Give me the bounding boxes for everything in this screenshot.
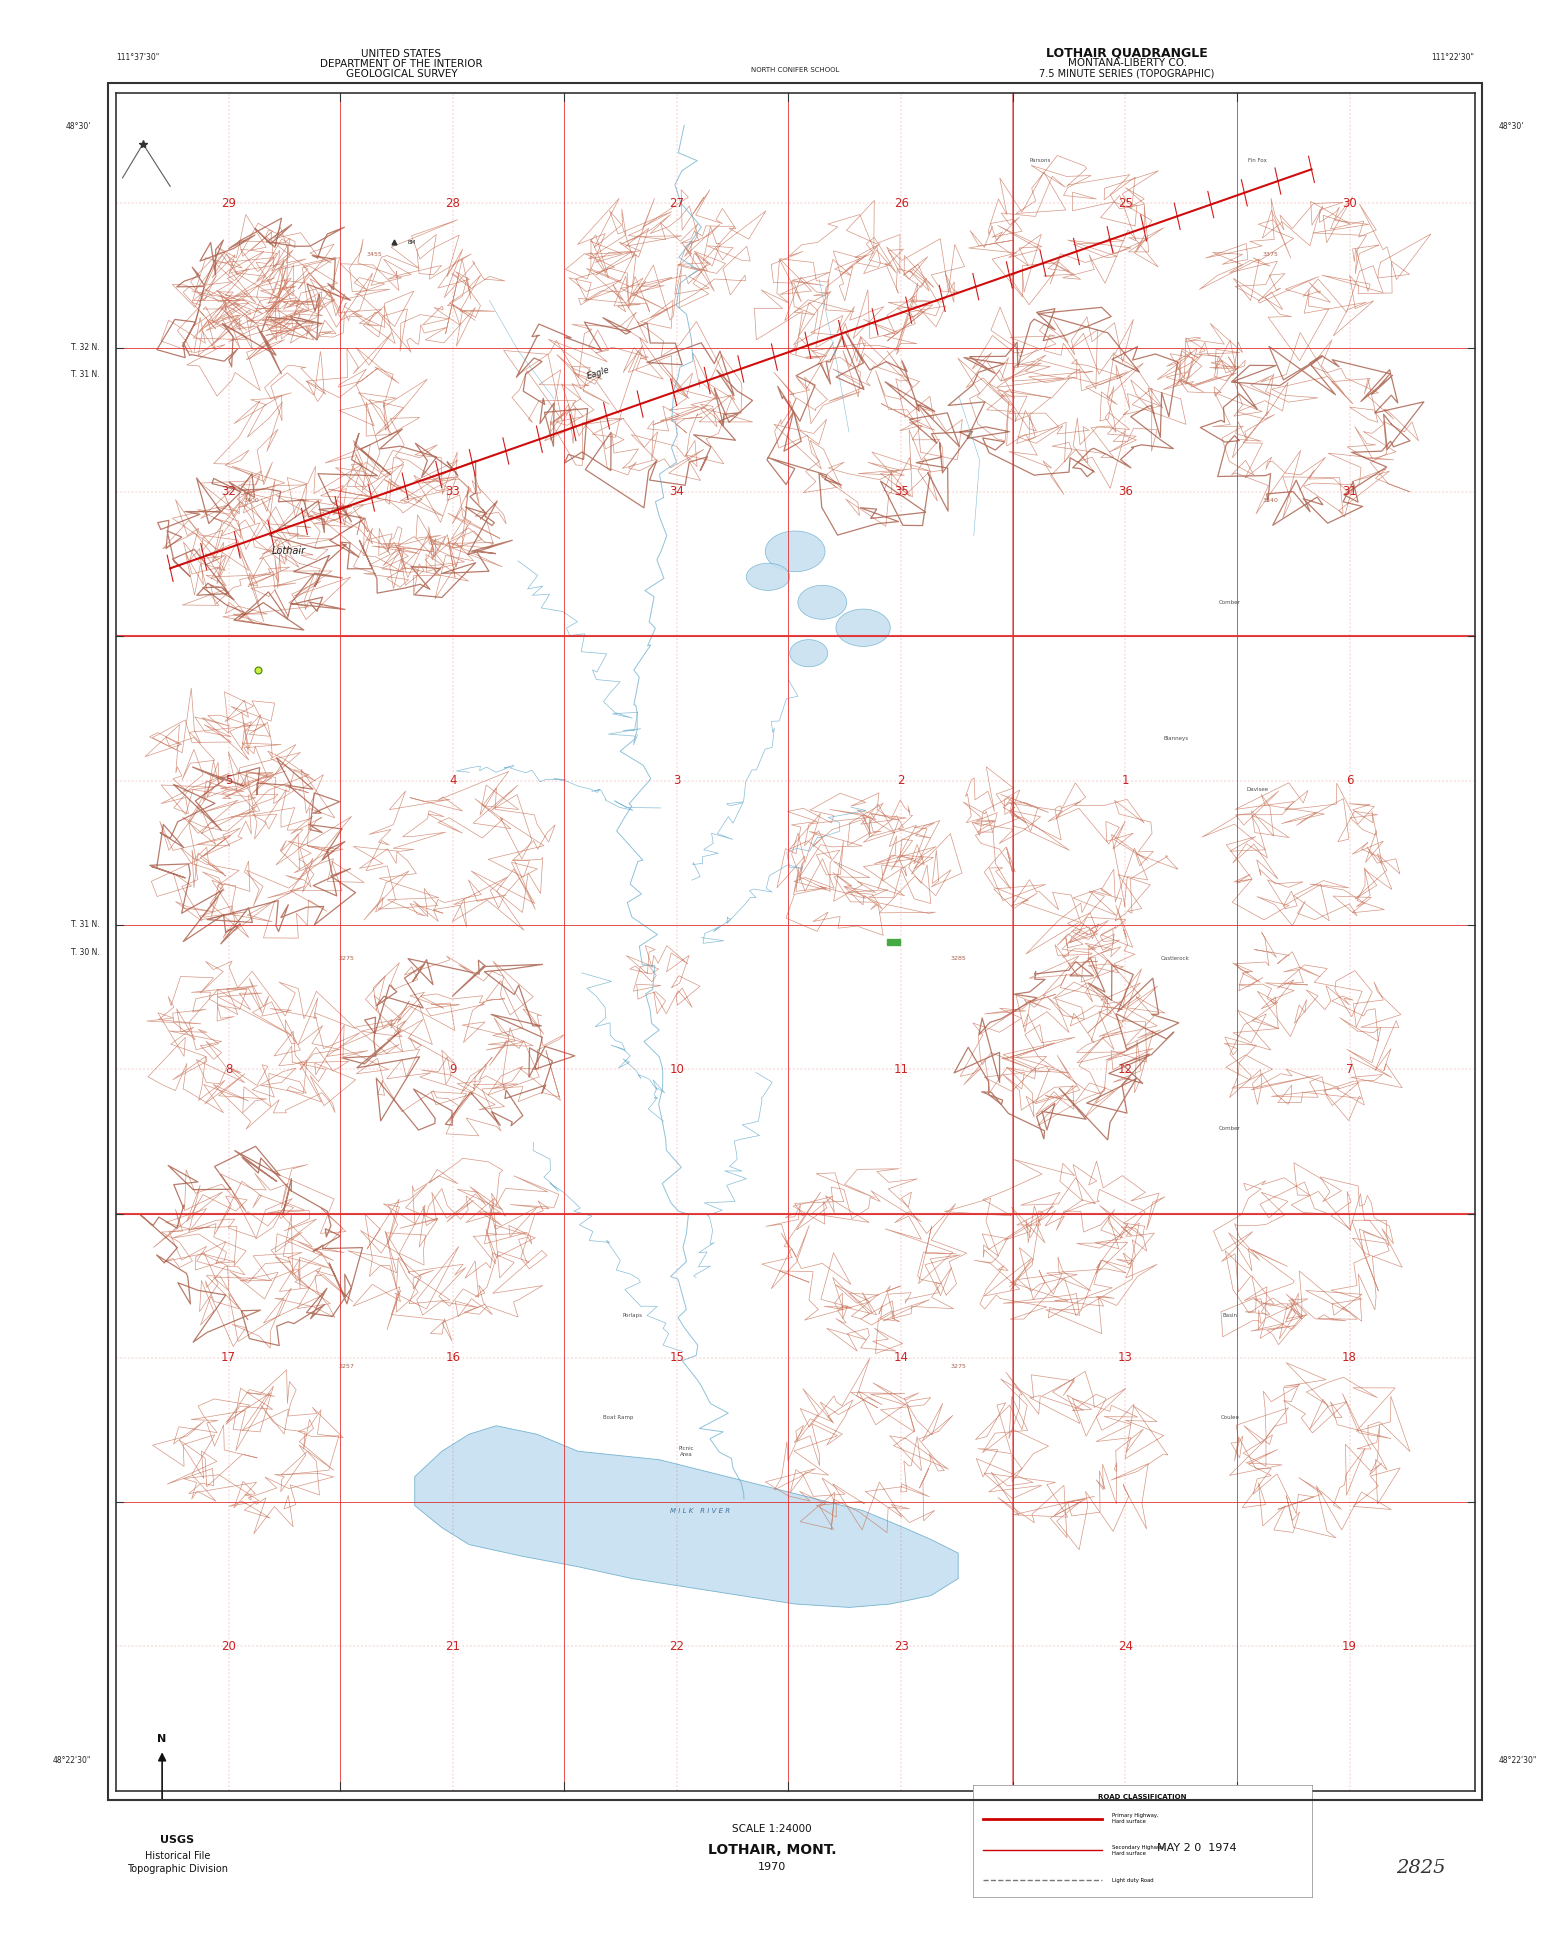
Text: LOTHAIR QUADRANGLE: LOTHAIR QUADRANGLE [1047, 46, 1207, 60]
Text: Lothair: Lothair [272, 546, 306, 556]
Ellipse shape [766, 530, 824, 571]
Text: 28: 28 [445, 197, 460, 209]
Ellipse shape [798, 585, 846, 620]
Text: Comber: Comber [1220, 600, 1241, 604]
Text: 48°22'30": 48°22'30" [52, 1756, 91, 1766]
Text: 18: 18 [1342, 1351, 1357, 1365]
Text: T. 30 N.: T. 30 N. [71, 947, 99, 956]
Text: Parsons: Parsons [1028, 159, 1050, 163]
Text: 10: 10 [670, 1063, 684, 1076]
Text: 3275: 3275 [950, 1363, 967, 1369]
Polygon shape [415, 1425, 959, 1607]
Text: 26: 26 [894, 197, 908, 209]
Text: Primary Highway,
Hard surface: Primary Highway, Hard surface [1112, 1814, 1158, 1824]
Ellipse shape [835, 610, 891, 647]
Text: ROAD CLASSIFICATION: ROAD CLASSIFICATION [1098, 1795, 1187, 1800]
Text: Topographic Division: Topographic Division [127, 1864, 229, 1874]
Text: 31: 31 [1342, 486, 1357, 498]
Text: Castlerock: Castlerock [1161, 956, 1190, 962]
Text: 1970: 1970 [758, 1862, 786, 1872]
Text: 3400: 3400 [244, 498, 259, 503]
Text: T. 31 N.: T. 31 N. [71, 370, 99, 379]
Text: 15: 15 [670, 1351, 684, 1365]
Text: LOTHAIR, MONT.: LOTHAIR, MONT. [707, 1843, 837, 1857]
Text: 111°22'30": 111°22'30" [1431, 54, 1475, 62]
Text: Eagle: Eagle [585, 366, 610, 381]
Text: Historical File: Historical File [145, 1851, 210, 1860]
Text: 3375: 3375 [1263, 252, 1278, 257]
Text: Fin Fox: Fin Fox [1248, 159, 1266, 163]
Text: 19: 19 [1342, 1640, 1357, 1653]
Text: 23: 23 [894, 1640, 908, 1653]
Text: 3257: 3257 [338, 1363, 355, 1369]
Text: 30: 30 [1342, 197, 1357, 209]
Text: 20: 20 [221, 1640, 236, 1653]
Text: 3: 3 [673, 774, 681, 788]
Text: 25: 25 [1118, 197, 1133, 209]
Text: Light duty Road: Light duty Road [1112, 1878, 1153, 1884]
Text: 11: 11 [894, 1063, 908, 1076]
Text: 24: 24 [1118, 1640, 1133, 1653]
Text: N: N [157, 1735, 167, 1744]
Text: GEOLOGICAL SURVEY: GEOLOGICAL SURVEY [346, 68, 457, 79]
Text: 4: 4 [449, 774, 457, 788]
Text: 14: 14 [894, 1351, 908, 1365]
Text: 3285: 3285 [950, 956, 967, 962]
Text: MAY 2 0  1974: MAY 2 0 1974 [1156, 1843, 1237, 1853]
Text: 7.5 MINUTE SERIES (TOPOGRAPHIC): 7.5 MINUTE SERIES (TOPOGRAPHIC) [1039, 68, 1215, 79]
Text: T. 31 N.: T. 31 N. [71, 920, 99, 929]
Text: Boat Ramp: Boat Ramp [604, 1415, 633, 1419]
Text: Comber: Comber [1220, 1127, 1241, 1131]
Text: Davisee: Davisee [1246, 786, 1268, 792]
Text: 48°22'30": 48°22'30" [1499, 1756, 1538, 1766]
Text: 16: 16 [445, 1351, 460, 1365]
Text: 34: 34 [670, 486, 684, 498]
Text: 9: 9 [449, 1063, 457, 1076]
Ellipse shape [746, 563, 789, 590]
Text: 2825: 2825 [1396, 1859, 1445, 1876]
Text: Secondary Highway,
Hard surface: Secondary Highway, Hard surface [1112, 1845, 1166, 1855]
Text: 17: 17 [221, 1351, 236, 1365]
Text: 6: 6 [1346, 774, 1353, 788]
Text: BM: BM [408, 240, 417, 244]
Text: T. 32 N.: T. 32 N. [71, 343, 99, 352]
Text: 13: 13 [1118, 1351, 1133, 1365]
Text: Blanneys: Blanneys [1163, 736, 1189, 741]
Text: 1: 1 [1121, 774, 1129, 788]
Text: 29: 29 [221, 197, 236, 209]
Text: M I L K   R I V E R: M I L K R I V E R [670, 1508, 730, 1514]
Text: Porlaps: Porlaps [622, 1313, 642, 1318]
Text: 33: 33 [445, 486, 460, 498]
Text: MONTANA-LIBERTY CO.: MONTANA-LIBERTY CO. [1067, 58, 1187, 68]
Text: 35: 35 [894, 486, 908, 498]
Text: 8: 8 [225, 1063, 232, 1076]
Text: 36: 36 [1118, 486, 1133, 498]
Text: SCALE 1:24000: SCALE 1:24000 [732, 1824, 812, 1833]
Text: 2: 2 [897, 774, 905, 788]
Text: UNITED STATES: UNITED STATES [361, 48, 442, 60]
Text: 3340: 3340 [1263, 498, 1278, 503]
Text: 5: 5 [225, 774, 232, 788]
Text: 21: 21 [445, 1640, 460, 1653]
Text: 7: 7 [1346, 1063, 1353, 1076]
Text: 48°30': 48°30' [66, 122, 91, 132]
Text: 32: 32 [221, 486, 236, 498]
Text: 3275: 3275 [338, 956, 355, 962]
Text: 48°30': 48°30' [1499, 122, 1524, 132]
Ellipse shape [789, 639, 828, 666]
Text: NORTH CONIFER SCHOOL: NORTH CONIFER SCHOOL [750, 66, 840, 72]
Text: 22: 22 [670, 1640, 684, 1653]
Text: Coulee: Coulee [1220, 1415, 1240, 1419]
Text: Picnic
Area: Picnic Area [679, 1446, 695, 1456]
Text: 27: 27 [670, 197, 684, 209]
Text: DEPARTMENT OF THE INTERIOR: DEPARTMENT OF THE INTERIOR [320, 58, 483, 70]
Text: 3455: 3455 [366, 252, 381, 257]
Text: Basin: Basin [1223, 1313, 1237, 1318]
Text: USGS: USGS [161, 1835, 195, 1845]
Text: 12: 12 [1118, 1063, 1133, 1076]
Text: 111°37'30": 111°37'30" [116, 54, 159, 62]
